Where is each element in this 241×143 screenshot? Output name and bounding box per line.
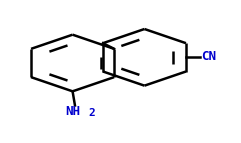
Text: NH: NH <box>65 105 80 118</box>
Text: CN: CN <box>201 50 216 63</box>
Text: 2: 2 <box>88 108 95 118</box>
